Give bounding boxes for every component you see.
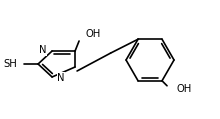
Text: N: N [57, 73, 65, 83]
Text: OH: OH [85, 29, 100, 39]
Text: SH: SH [3, 59, 17, 69]
Text: N: N [38, 45, 46, 55]
Text: OH: OH [176, 84, 191, 94]
